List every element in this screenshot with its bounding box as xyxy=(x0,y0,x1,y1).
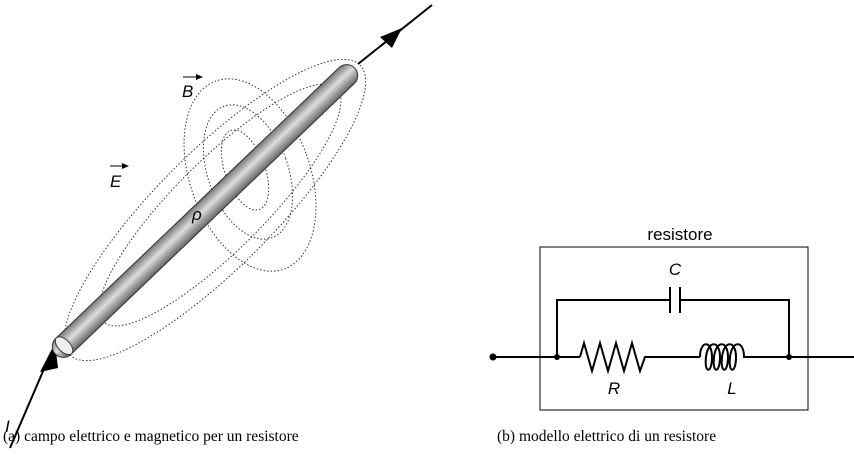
vector-arrowhead xyxy=(196,74,203,80)
label-r: R xyxy=(608,379,620,398)
caption-b: (b) modello elettrico di un resistore xyxy=(497,428,717,445)
vector-arrowhead xyxy=(122,163,129,169)
label-rho: ρ xyxy=(191,205,202,224)
label-b: B xyxy=(182,82,193,101)
terminal xyxy=(489,353,497,361)
node xyxy=(554,354,560,360)
arrowhead xyxy=(380,28,402,48)
circuit: resistore C R L xyxy=(489,225,854,411)
box xyxy=(539,246,809,411)
rod xyxy=(51,64,359,358)
label-i: I xyxy=(5,417,10,436)
node xyxy=(786,354,792,360)
caption-a: (a) campo elettrico e magnetico per un r… xyxy=(3,428,299,445)
label-l: L xyxy=(727,379,736,398)
conductor xyxy=(9,4,433,449)
box-label: resistore xyxy=(647,225,712,244)
label-e: E xyxy=(110,172,122,191)
label-c: C xyxy=(669,260,682,279)
